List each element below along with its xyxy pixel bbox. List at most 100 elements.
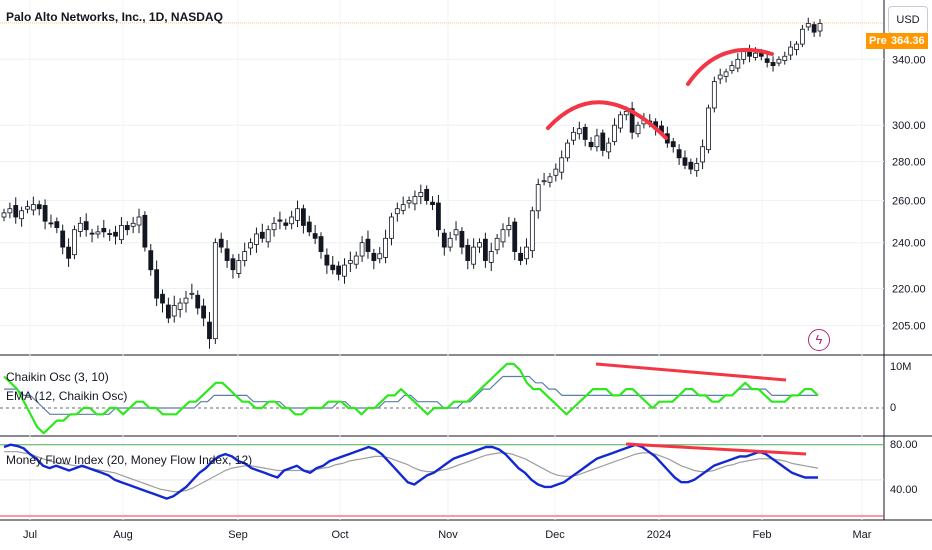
- candle-body: [154, 269, 160, 299]
- mfi-scale-mid: 40.00: [890, 484, 918, 496]
- candle-body: [430, 201, 435, 206]
- candle-body: [271, 222, 277, 231]
- candle-body: [353, 255, 359, 265]
- candle-body: [635, 124, 641, 135]
- candle-body: [218, 238, 224, 248]
- candle-body: [336, 265, 342, 275]
- x-tick-label: Oct: [331, 529, 348, 541]
- candle-body: [254, 233, 259, 245]
- mfi-scale-top: 80.00: [890, 439, 918, 451]
- y-tick-label: 220.00: [892, 284, 926, 296]
- candle-body: [753, 52, 758, 58]
- candle-body: [465, 244, 471, 261]
- candle-body: [629, 108, 635, 133]
- candle-body: [7, 208, 13, 214]
- chart-title: Palo Alto Networks, Inc., 1D, NASDAQ: [6, 10, 223, 24]
- x-tick-label: Feb: [753, 529, 772, 541]
- candle-body: [723, 71, 729, 77]
- candle-body: [1, 212, 7, 218]
- candle-body: [518, 252, 524, 261]
- candle-body: [459, 231, 465, 248]
- x-tick-label: Dec: [545, 529, 565, 541]
- candle-body: [471, 246, 477, 265]
- candle-body: [776, 58, 782, 64]
- candle-body: [506, 225, 512, 231]
- candle-body: [236, 260, 242, 274]
- candle-body: [107, 233, 113, 235]
- candle-body: [482, 238, 488, 261]
- candle-body: [36, 204, 42, 210]
- y-tick-label: 260.00: [892, 196, 926, 208]
- candle-body: [594, 135, 600, 148]
- candle-body: [66, 246, 71, 259]
- candle-body: [717, 74, 723, 80]
- candle-body: [741, 51, 747, 60]
- candle-body: [383, 237, 388, 258]
- candle-body: [54, 221, 60, 228]
- candle-body: [259, 231, 265, 239]
- candle-body: [119, 225, 124, 241]
- x-tick-label: 2024: [647, 529, 671, 541]
- candle-body: [342, 264, 347, 277]
- candle-body: [477, 242, 482, 248]
- candle-body: [142, 214, 148, 248]
- candle-body: [441, 232, 447, 248]
- candle-body: [389, 216, 394, 239]
- candle-body: [189, 292, 195, 295]
- candle-body: [42, 205, 48, 222]
- candle-body: [365, 238, 371, 252]
- candle-body: [165, 304, 171, 319]
- candle-body: [453, 229, 459, 236]
- chaikin-line: [3, 362, 819, 435]
- candle-body: [794, 43, 799, 50]
- lightning-icon[interactable]: ϟ: [808, 329, 830, 351]
- ema-line: [4, 375, 818, 415]
- candle-body: [612, 124, 617, 143]
- candle-body: [436, 202, 441, 231]
- candle-body: [224, 248, 230, 261]
- candle-body: [770, 62, 776, 66]
- candle-body: [541, 180, 547, 183]
- candle-body: [30, 204, 36, 211]
- mfi-ma-line: [4, 451, 819, 493]
- candle-body: [201, 305, 206, 319]
- candle-body: [606, 142, 612, 153]
- candle-body: [13, 205, 19, 218]
- candle-body: [248, 242, 253, 249]
- candle-body: [95, 231, 101, 235]
- candle-body: [694, 163, 700, 172]
- candle-body: [277, 219, 283, 222]
- candle-body: [89, 232, 95, 235]
- candle-body: [148, 250, 154, 271]
- candle-body: [711, 81, 717, 109]
- candle-body: [811, 24, 817, 33]
- candle-body: [160, 293, 165, 304]
- annotation-arc-2024: [686, 47, 774, 86]
- candle-body: [207, 321, 212, 340]
- x-tick-label: Sep: [228, 529, 248, 541]
- candle-body: [130, 222, 136, 227]
- ema-label: EMA (12, Chaikin Osc): [6, 389, 128, 403]
- x-tick-label: Aug: [113, 529, 133, 541]
- candle-body: [230, 258, 236, 271]
- candle-body: [113, 231, 118, 237]
- candle-body: [447, 237, 453, 248]
- candle-body: [582, 126, 588, 140]
- y-tick-label: 340.00: [892, 54, 926, 66]
- candle-body: [183, 297, 189, 304]
- candle-body: [406, 200, 412, 204]
- candle-body: [72, 229, 77, 256]
- candle-body: [676, 149, 682, 159]
- mfi-label: Money Flow Index (20, Money Flow Index, …: [6, 453, 253, 467]
- currency-button[interactable]: USD: [888, 6, 928, 34]
- candle-body: [212, 242, 218, 340]
- candle-body: [77, 222, 83, 232]
- candle-body: [735, 58, 741, 69]
- candle-body: [371, 252, 377, 261]
- candle-body: [547, 176, 553, 183]
- x-tick-label: Jul: [23, 529, 37, 541]
- candle-body: [412, 196, 418, 205]
- candle-body: [706, 107, 711, 151]
- candle-body: [400, 204, 406, 211]
